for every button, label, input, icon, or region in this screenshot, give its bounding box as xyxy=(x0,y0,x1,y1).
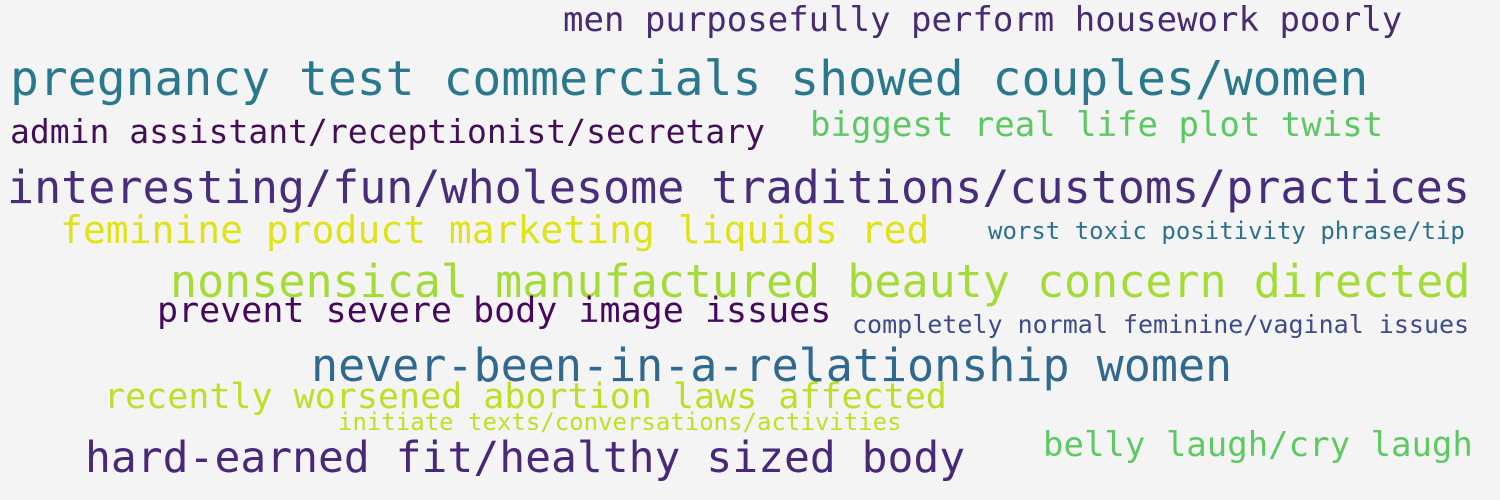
word-cloud-term: completely normal feminine/vaginal issue… xyxy=(852,310,1470,339)
word-cloud-term: biggest real life plot twist xyxy=(810,105,1384,145)
word-cloud-term: pregnancy test commercials showed couple… xyxy=(10,51,1369,107)
word-cloud-term: worst toxic positivity phrase/tip xyxy=(988,217,1465,245)
word-cloud-term: prevent severe body image issues xyxy=(157,291,832,331)
word-cloud-term: admin assistant/receptionist/secretary xyxy=(10,112,765,151)
word-cloud-term: nonsensical manufactured beauty concern … xyxy=(170,255,1471,308)
word-cloud-term: recently worsened abortion laws affected xyxy=(104,377,947,417)
word-cloud-term: interesting/fun/wholesome traditions/cus… xyxy=(7,161,1470,214)
word-cloud-term: feminine product marketing liquids red xyxy=(60,208,930,252)
word-cloud-term: hard-earned fit/healthy sized body xyxy=(85,433,966,483)
word-cloud-term: men purposefully perform housework poorl… xyxy=(563,0,1403,40)
word-cloud-term: initiate texts/conversations/activities xyxy=(338,408,902,436)
word-cloud-term: never-been-in-a-relationship women xyxy=(311,339,1233,392)
word-cloud-term: belly laugh/cry laugh xyxy=(1043,425,1473,465)
